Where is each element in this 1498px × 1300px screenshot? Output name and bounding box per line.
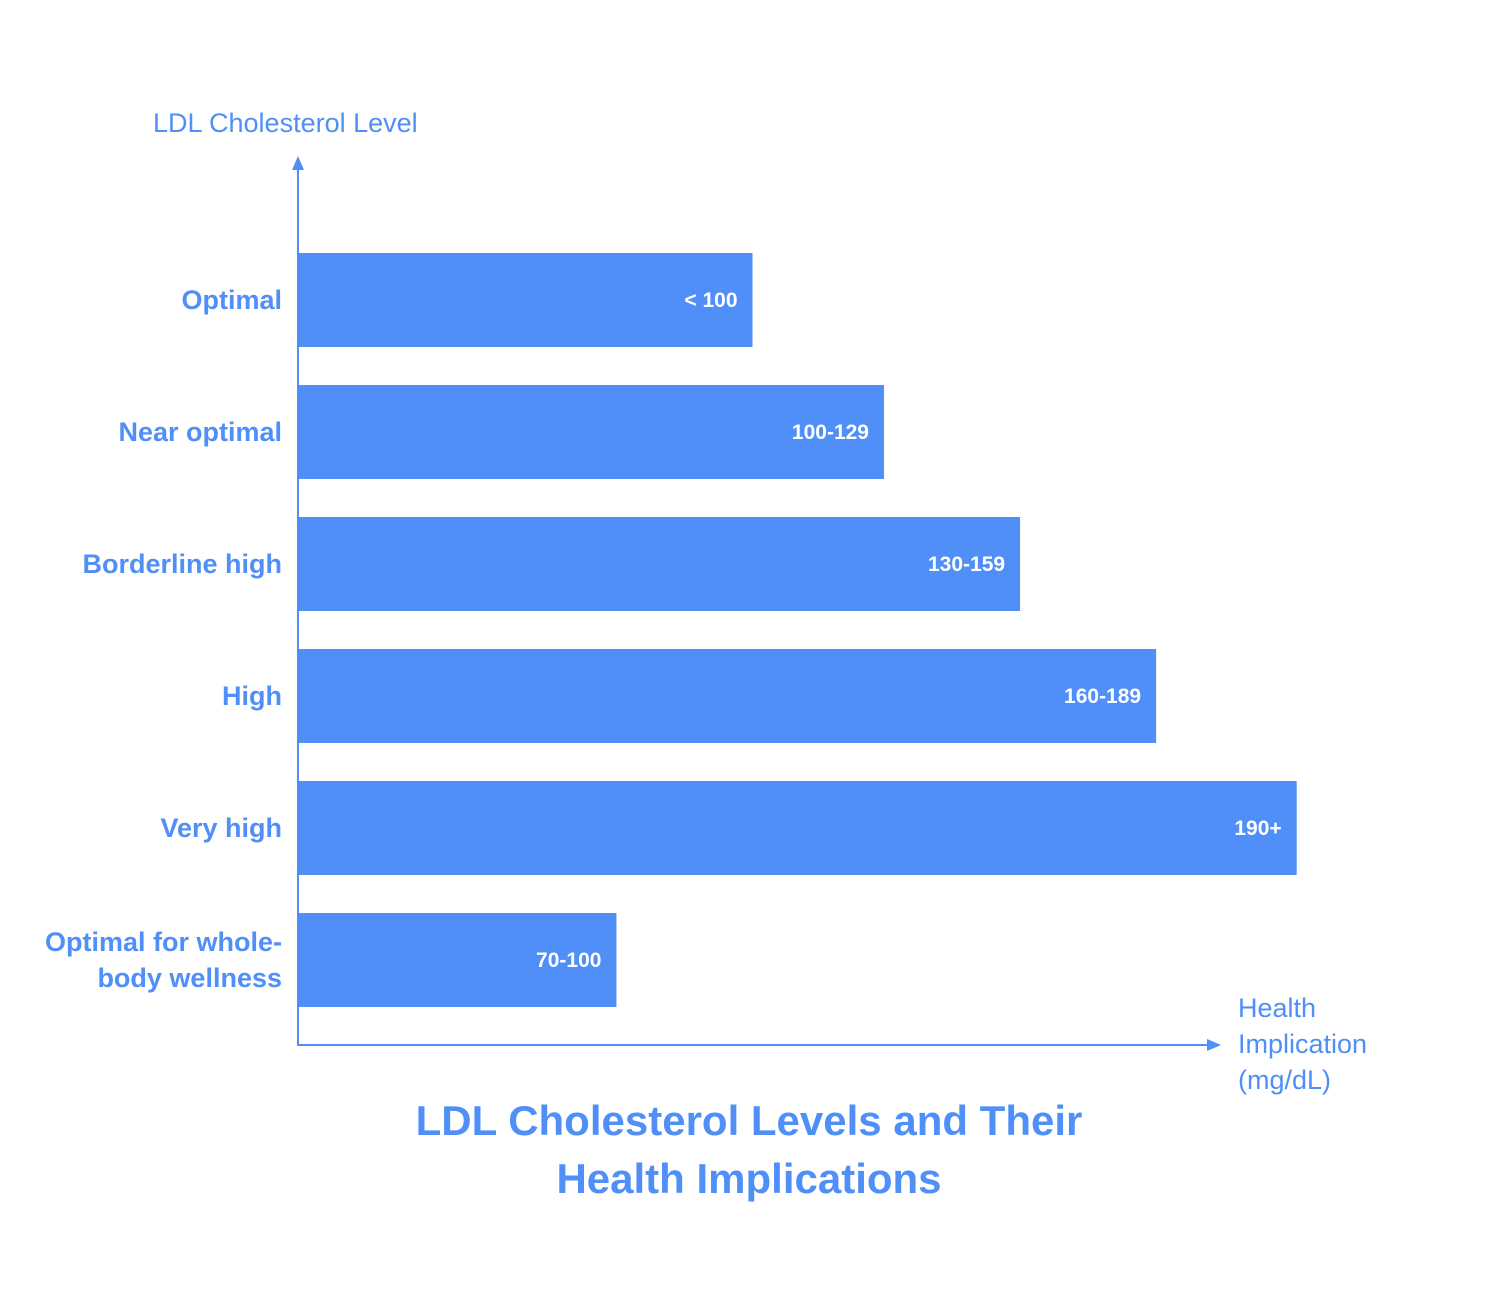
bar xyxy=(299,385,885,479)
bar-value-label: 130-159 xyxy=(928,553,1005,576)
y-axis-title: LDL Cholesterol Level xyxy=(153,108,418,138)
bar-labels: < 100 100-129 130-159 160-189 190+ 70-100 xyxy=(536,289,1282,972)
category-label: Optimal xyxy=(181,285,282,315)
bar xyxy=(299,517,1021,611)
bars xyxy=(299,253,1297,1007)
bar-value-label: < 100 xyxy=(684,289,737,312)
category-label: Borderline high xyxy=(82,549,282,579)
bar-value-label: 100-129 xyxy=(792,421,869,444)
axes xyxy=(292,156,1221,1051)
bar xyxy=(299,253,753,347)
category-label: Optimal for whole-body wellness xyxy=(44,927,282,993)
bar-value-label: 160-189 xyxy=(1064,685,1141,708)
bar-value-label: 190+ xyxy=(1234,817,1281,840)
category-label: High xyxy=(222,681,282,711)
x-axis-arrow xyxy=(1207,1039,1221,1051)
bar-value-label: 70-100 xyxy=(536,949,601,972)
y-axis-arrow xyxy=(292,156,304,170)
x-axis-title: Health Implication (mg/dL) xyxy=(1238,993,1368,1095)
category-label: Near optimal xyxy=(118,417,282,447)
bar xyxy=(299,913,617,1007)
bar xyxy=(299,781,1297,875)
chart-title: LDL Cholesterol Levels and Their Health … xyxy=(415,1097,1083,1202)
category-label: Very high xyxy=(160,813,282,843)
bar xyxy=(299,649,1157,743)
